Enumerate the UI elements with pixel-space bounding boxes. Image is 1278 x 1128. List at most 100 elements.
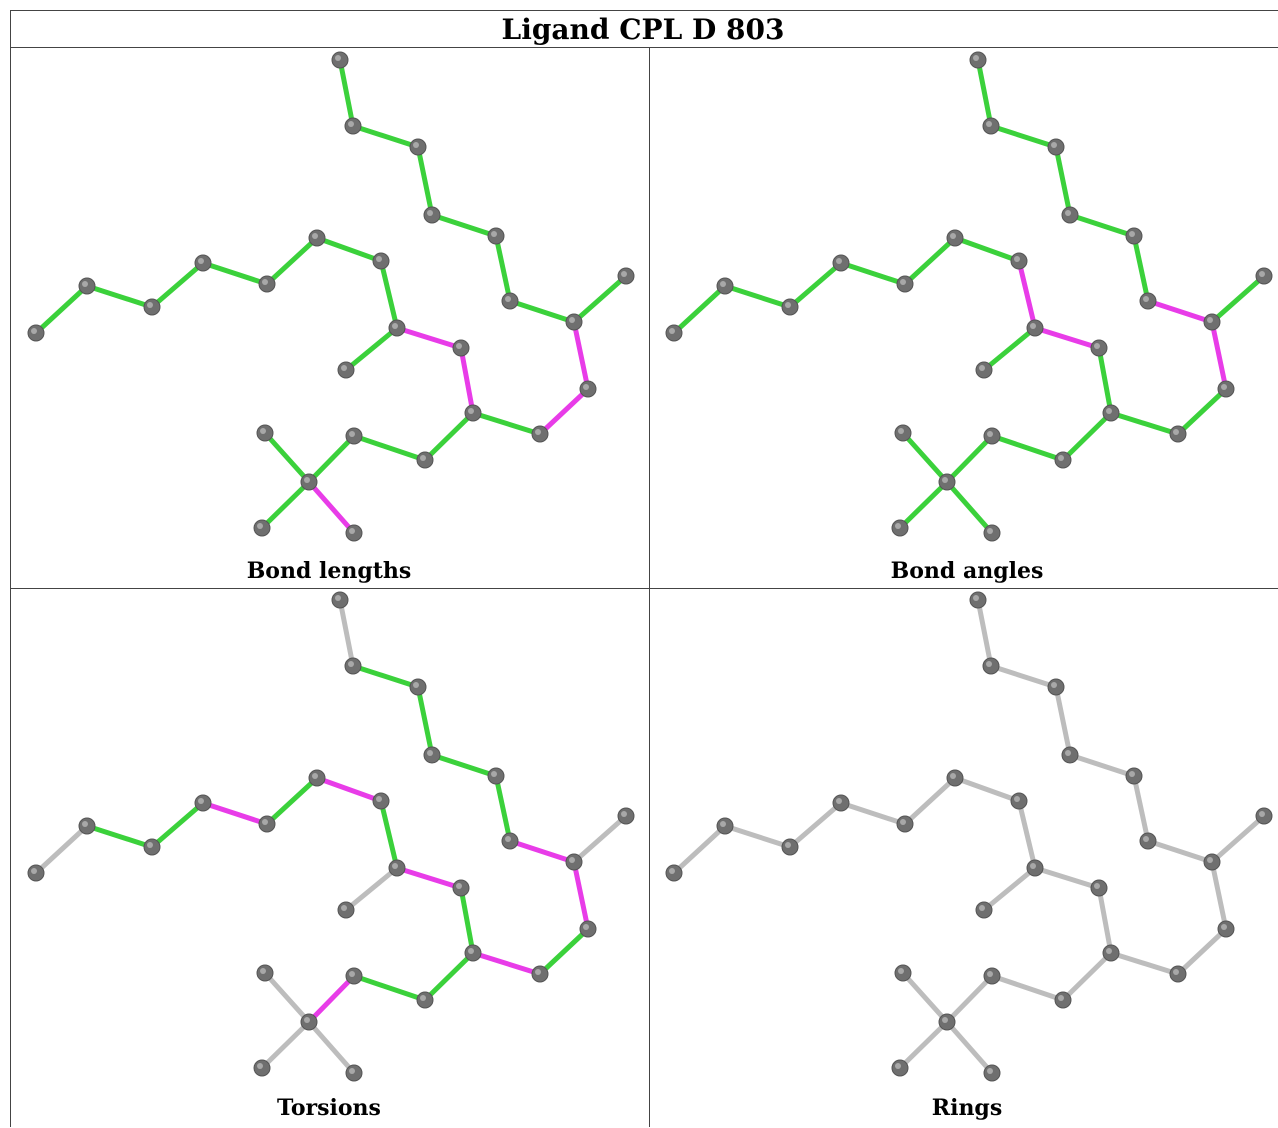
- bond: [571, 273, 629, 325]
- atom-highlight: [669, 328, 675, 334]
- bond: [458, 885, 476, 956]
- bond: [989, 973, 1066, 1003]
- atom-highlight: [1051, 682, 1057, 688]
- atom-highlight: [785, 302, 791, 308]
- atom-highlight: [376, 256, 382, 262]
- bond: [787, 260, 844, 310]
- atom-highlight: [468, 408, 474, 414]
- bond: [351, 433, 428, 463]
- atom-highlight: [1207, 857, 1213, 863]
- bond: [429, 752, 499, 779]
- bond: [378, 258, 400, 331]
- bond: [1096, 885, 1114, 956]
- bond: [1053, 684, 1073, 758]
- bond: [787, 800, 844, 850]
- atom-highlight: [898, 968, 904, 974]
- bond: [306, 973, 357, 1025]
- atom-highlight: [973, 595, 979, 601]
- bond: [470, 950, 543, 977]
- panel-torsions: Torsions: [14, 588, 644, 1128]
- bond: [200, 800, 270, 827]
- atom-highlight: [1259, 271, 1265, 277]
- atom-highlight: [583, 924, 589, 930]
- bond: [33, 283, 90, 336]
- bond: [1175, 926, 1229, 977]
- bond: [1067, 212, 1137, 239]
- atom-highlight: [669, 868, 675, 874]
- bond: [33, 823, 90, 876]
- bond: [1032, 325, 1102, 351]
- panel-bond-lengths: Bond lengths: [14, 48, 644, 588]
- bond: [1209, 859, 1229, 932]
- bond: [394, 325, 464, 351]
- atom-highlight: [257, 1063, 263, 1069]
- atom-highlight: [836, 258, 842, 264]
- atom-highlight: [1259, 811, 1265, 817]
- bond: [262, 970, 312, 1025]
- bond: [1108, 410, 1181, 437]
- atom-highlight: [1106, 948, 1112, 954]
- atom-highlight: [147, 302, 153, 308]
- caption-torsions: Torsions: [277, 1095, 381, 1121]
- bond: [458, 345, 476, 416]
- bond: [429, 212, 499, 239]
- atom-highlight: [349, 528, 355, 534]
- bond: [306, 479, 357, 536]
- bond: [571, 859, 591, 932]
- bond: [900, 970, 950, 1025]
- bond: [1016, 798, 1038, 871]
- atom-highlight: [1014, 796, 1020, 802]
- atom-highlight: [262, 819, 268, 825]
- bond: [306, 433, 357, 485]
- bond: [1108, 950, 1181, 977]
- atom-highlight: [413, 142, 419, 148]
- bond: [1067, 752, 1137, 779]
- atom-highlight: [335, 595, 341, 601]
- bond: [975, 597, 994, 669]
- caption-rings: Rings: [931, 1095, 1003, 1121]
- bond: [1209, 813, 1267, 865]
- atom-highlight: [836, 798, 842, 804]
- bond: [1175, 386, 1229, 437]
- bond: [944, 433, 995, 485]
- bond: [722, 283, 793, 310]
- molecule-rings: [665, 591, 1273, 1082]
- atom-highlight: [895, 1063, 901, 1069]
- atom-highlight: [621, 271, 627, 277]
- atom-highlight: [198, 798, 204, 804]
- middle-vertical-rule: [649, 47, 650, 1127]
- atom-highlight: [348, 661, 354, 667]
- atom-highlight: [1173, 969, 1179, 975]
- atom-highlight: [491, 231, 497, 237]
- bond: [1209, 273, 1267, 325]
- bond: [314, 775, 384, 804]
- atom-highlight: [348, 121, 354, 127]
- atom-highlight: [1143, 836, 1149, 842]
- atom-highlight: [1143, 296, 1149, 302]
- atom-highlight: [1014, 256, 1020, 262]
- bond: [350, 123, 421, 150]
- atom-highlight: [505, 836, 511, 842]
- bond: [259, 479, 312, 531]
- bond: [394, 865, 464, 891]
- bond: [944, 973, 995, 1025]
- bond: [838, 800, 908, 827]
- atom-highlight: [1094, 883, 1100, 889]
- bond: [722, 823, 793, 850]
- bond: [149, 260, 206, 310]
- atom-highlight: [942, 1017, 948, 1023]
- bond: [507, 298, 577, 325]
- atom-highlight: [898, 428, 904, 434]
- atom-highlight: [376, 796, 382, 802]
- figure-title: Ligand CPL D 803: [501, 13, 785, 46]
- bond: [671, 283, 728, 336]
- atom-highlight: [1030, 323, 1036, 329]
- atom-highlight: [1129, 231, 1135, 237]
- atom-highlight: [1094, 343, 1100, 349]
- bond: [264, 235, 320, 287]
- bond: [415, 684, 435, 758]
- bond: [314, 235, 384, 264]
- atom-highlight: [720, 821, 726, 827]
- atom-highlight: [505, 296, 511, 302]
- bond: [422, 950, 476, 1003]
